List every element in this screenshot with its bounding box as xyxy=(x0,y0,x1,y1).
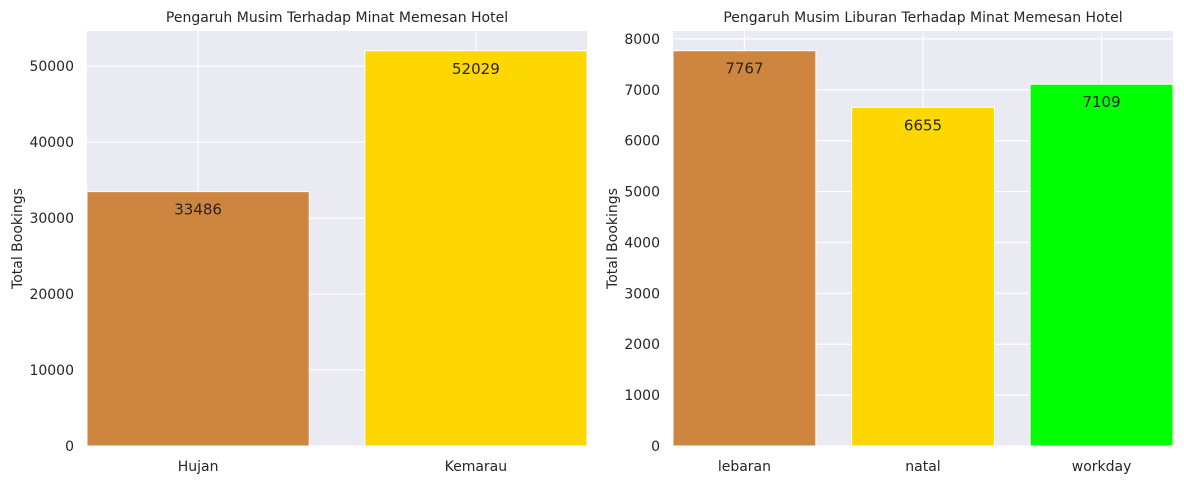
bar-lebaran xyxy=(672,50,817,447)
y-tick-label: 20000 xyxy=(29,287,74,303)
y-tick-label: 1000 xyxy=(624,388,660,404)
bar-value-label: 33486 xyxy=(174,201,222,219)
y-tick-label: 7000 xyxy=(624,83,660,99)
chart-title: Pengaruh Musim Liburan Terhadap Minat Me… xyxy=(723,10,1122,26)
y-tick-label: 8000 xyxy=(624,32,660,48)
bar-value-label: 7109 xyxy=(1082,93,1120,111)
bar-hujan xyxy=(86,191,310,447)
y-tick-label: 5000 xyxy=(624,185,660,201)
bar-value-label: 7767 xyxy=(725,60,763,78)
x-tick-label: Hujan xyxy=(178,459,219,475)
y-axis-label: Total Bookings xyxy=(605,188,621,290)
x-tick-label: lebaran xyxy=(718,459,771,475)
chart-holiday: 7767 6655 7109 0 1000 2000 3000 4000 5000 6000 70… xyxy=(605,10,1174,475)
y-tick-label: 6000 xyxy=(624,134,660,150)
y-tick-label: 0 xyxy=(65,439,74,455)
y-tick-label: 30000 xyxy=(29,211,74,227)
y-tick-label: 3000 xyxy=(624,286,660,302)
y-tick-label: 10000 xyxy=(29,363,74,379)
y-tick-label: 40000 xyxy=(29,135,74,151)
x-tick-label: workday xyxy=(1072,459,1132,475)
y-axis-label: Total Bookings xyxy=(10,188,26,290)
y-tick-label: 0 xyxy=(651,439,660,455)
bar-value-label: 52029 xyxy=(452,60,500,78)
bar-natal xyxy=(851,106,995,447)
bar-workday xyxy=(1029,83,1174,447)
x-tick-label: Kemarau xyxy=(445,459,508,475)
y-tick-label: 4000 xyxy=(624,235,660,251)
bar-kemarau xyxy=(364,50,588,447)
y-tick-label: 2000 xyxy=(624,337,660,353)
x-tick-label: natal xyxy=(905,459,940,475)
bar-value-label: 6655 xyxy=(904,116,942,134)
y-tick-label: 50000 xyxy=(29,59,74,75)
chart-title: Pengaruh Musim Terhadap Minat Memesan Ho… xyxy=(166,10,508,26)
chart-season: 33486 52029 0 10000 20000 30000 40000 50000 Huj… xyxy=(10,10,588,475)
